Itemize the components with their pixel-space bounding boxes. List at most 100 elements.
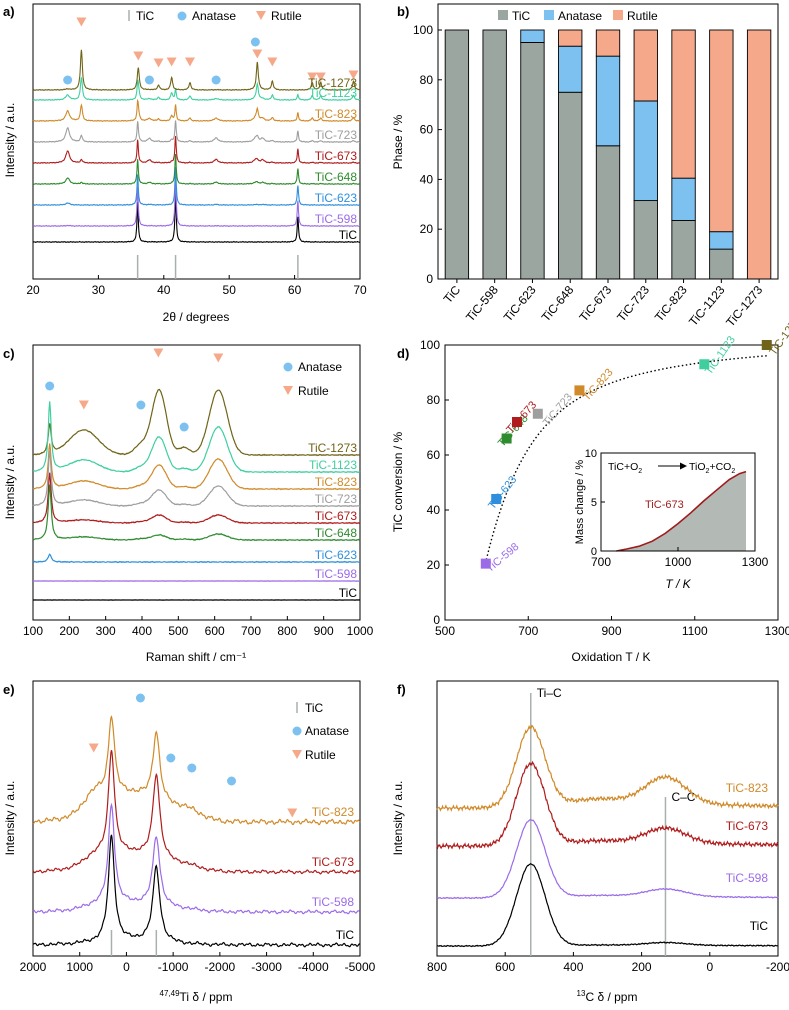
raman-curve-tic-673: [32, 472, 361, 525]
inset-x-tick-label: 1300: [742, 555, 769, 569]
bar-segment-tic: [444, 29, 470, 280]
panel-c-x-tick-label: 800: [277, 624, 297, 638]
series-label-tic-598: TiC-598: [315, 212, 358, 226]
panel-d-y-tick-label: 80: [427, 393, 441, 407]
point-label-tic-623: TiC-623: [486, 474, 519, 512]
panel-b-y-tick-label: 100: [413, 23, 433, 37]
panel-a-series-labels: TiC TiC-598 TiC-623 TiC-648 TiC-673 TiC-723 Ti…: [308, 76, 357, 242]
rutile-marker: [166, 57, 177, 67]
legend-anatase-marker: [292, 726, 302, 736]
rutile-marker: [307, 72, 318, 82]
xrd-curve-tic-598: [33, 177, 361, 228]
panel-b-y-tick-label: 40: [420, 172, 434, 186]
point-label-tic-723: TiC-723: [541, 391, 575, 428]
xrd-curve-tic: [32, 193, 361, 244]
panel-a-ticks: 20 30 40 50 60 70: [26, 275, 367, 297]
panel-e-x-tick-label: 1000: [66, 960, 93, 974]
c-nmr-curve-tic-823: [436, 724, 779, 813]
anatase-marker: [211, 75, 221, 85]
panel-c-x-tick-label: 700: [241, 624, 261, 638]
series-label-tic: TiC: [750, 919, 769, 933]
bar-segment-rutile: [595, 29, 621, 57]
bar-segment-anatase: [595, 55, 621, 147]
panel-e-letter: e): [3, 682, 15, 697]
rutile-marker: [88, 743, 99, 753]
raman-curve-tic-823: [32, 443, 361, 491]
panel-c-x-tick-label: 200: [59, 624, 79, 638]
series-label-tic-823: TiC-823: [726, 781, 769, 795]
panel-d-y-tick-label: 0: [433, 613, 440, 627]
panel-c-x-tick-label: 500: [168, 624, 188, 638]
inset-arrow-head: [680, 462, 687, 470]
series-label-tic-823: TiC-823: [315, 475, 358, 489]
panel-b-y-tick-label: 80: [420, 73, 434, 87]
bar-segment-rutile: [671, 29, 696, 179]
panel-a-frame: [32, 3, 361, 280]
rutile-marker: [315, 72, 326, 82]
panel-e-legend: TiC Anatase Rutile: [292, 701, 349, 762]
raman-curve-tic-1273: [32, 388, 361, 457]
rutile-marker: [133, 51, 144, 61]
panel-c-plot: [32, 388, 361, 601]
raman-curve-tic-623: [32, 553, 361, 564]
xrd-curve-tic-1273: [32, 49, 361, 91]
series-label-tic-598: TiC-598: [312, 895, 355, 909]
anatase-marker: [250, 37, 260, 47]
panel-b-legend: TiC Anatase Rutile: [498, 9, 658, 23]
panel-d-xlabel: Oxidation T / K: [572, 650, 651, 664]
legend-anatase-swatch: [544, 10, 554, 20]
anatase-marker: [187, 763, 197, 773]
panel-a-ylabel: Intensity / a.u.: [3, 103, 17, 178]
bar-segment-anatase: [558, 45, 583, 93]
rutile-marker: [348, 70, 359, 80]
panel-d-y-tick-label: 20: [427, 558, 441, 572]
rutile-marker: [78, 400, 89, 410]
panel-b-letter: b): [397, 4, 409, 19]
anatase-marker: [144, 75, 154, 85]
series-label-tic: TiC: [339, 228, 358, 242]
series-label-tic-673: TiC-673: [312, 855, 355, 869]
reference-label-c-c: C–C: [671, 790, 695, 804]
panel-f-reference-lines: Ti–C C–C: [530, 686, 696, 956]
panel-e-x-tick-label: -2000: [205, 960, 236, 974]
panel-c-raman: 100 200 300 400 500 600 700 800 900 1000 TiC-1273…: [3, 344, 374, 664]
panel-f-plot: [436, 724, 779, 948]
series-label-tic-1123: TiC-1123: [309, 458, 357, 472]
panel-b-category-label: TiC-1273: [723, 283, 765, 330]
panel-e-xlabel: 47,49Ti δ / ppm: [160, 989, 233, 1004]
bar-segment-tic: [633, 200, 658, 280]
point-label-tic-598: TiC-598: [484, 541, 521, 575]
bar-segment-tic: [671, 220, 696, 280]
bar-segment-tic: [595, 145, 621, 280]
panel-c-x-tick-label: 400: [132, 624, 152, 638]
panel-b-y-tick-label: 20: [420, 222, 434, 236]
anatase-marker: [227, 776, 237, 786]
panel-c-ticks: 100 200 300 400 500 600 700 800 900 1000: [23, 616, 374, 638]
raman-curve-tic-1123: [32, 401, 361, 474]
panel-a-xrd: 20 30 40 50 60 70 TiCTiC-598TiC-623TiC-648TiC…: [3, 3, 367, 324]
panel-b-y-tick-label: 0: [426, 272, 433, 286]
panel-c-markers: [45, 348, 224, 432]
panel-c-legend: Anatase Rutile: [283, 360, 342, 398]
panel-b-y-tick-label: 60: [420, 123, 434, 137]
scatter-point-tic-723: [532, 408, 543, 419]
legend-anatase-label: Anatase: [192, 9, 236, 23]
series-label-tic-723: TiC-723: [315, 128, 358, 142]
bar-segment-anatase: [520, 29, 545, 43]
bar-segment-rutile: [746, 29, 772, 280]
inset-x-tick-label: 1000: [665, 555, 692, 569]
panel-c-x-tick-label: 300: [96, 624, 116, 638]
c-nmr-curve-tic-598: [436, 819, 779, 900]
inset-curve: [616, 470, 747, 552]
ti-nmr-curve-tic: [32, 834, 360, 948]
legend-anatase-marker: [177, 11, 187, 21]
panel-f-x-tick-label: -200: [766, 960, 789, 974]
panel-f-x-tick-label: 600: [495, 960, 515, 974]
panel-e-markers: [88, 693, 298, 818]
panel-e-x-tick-label: -4000: [298, 960, 329, 974]
panel-d-y-tick-label: 100: [420, 338, 440, 352]
panel-c-x-tick-label: 100: [23, 624, 43, 638]
